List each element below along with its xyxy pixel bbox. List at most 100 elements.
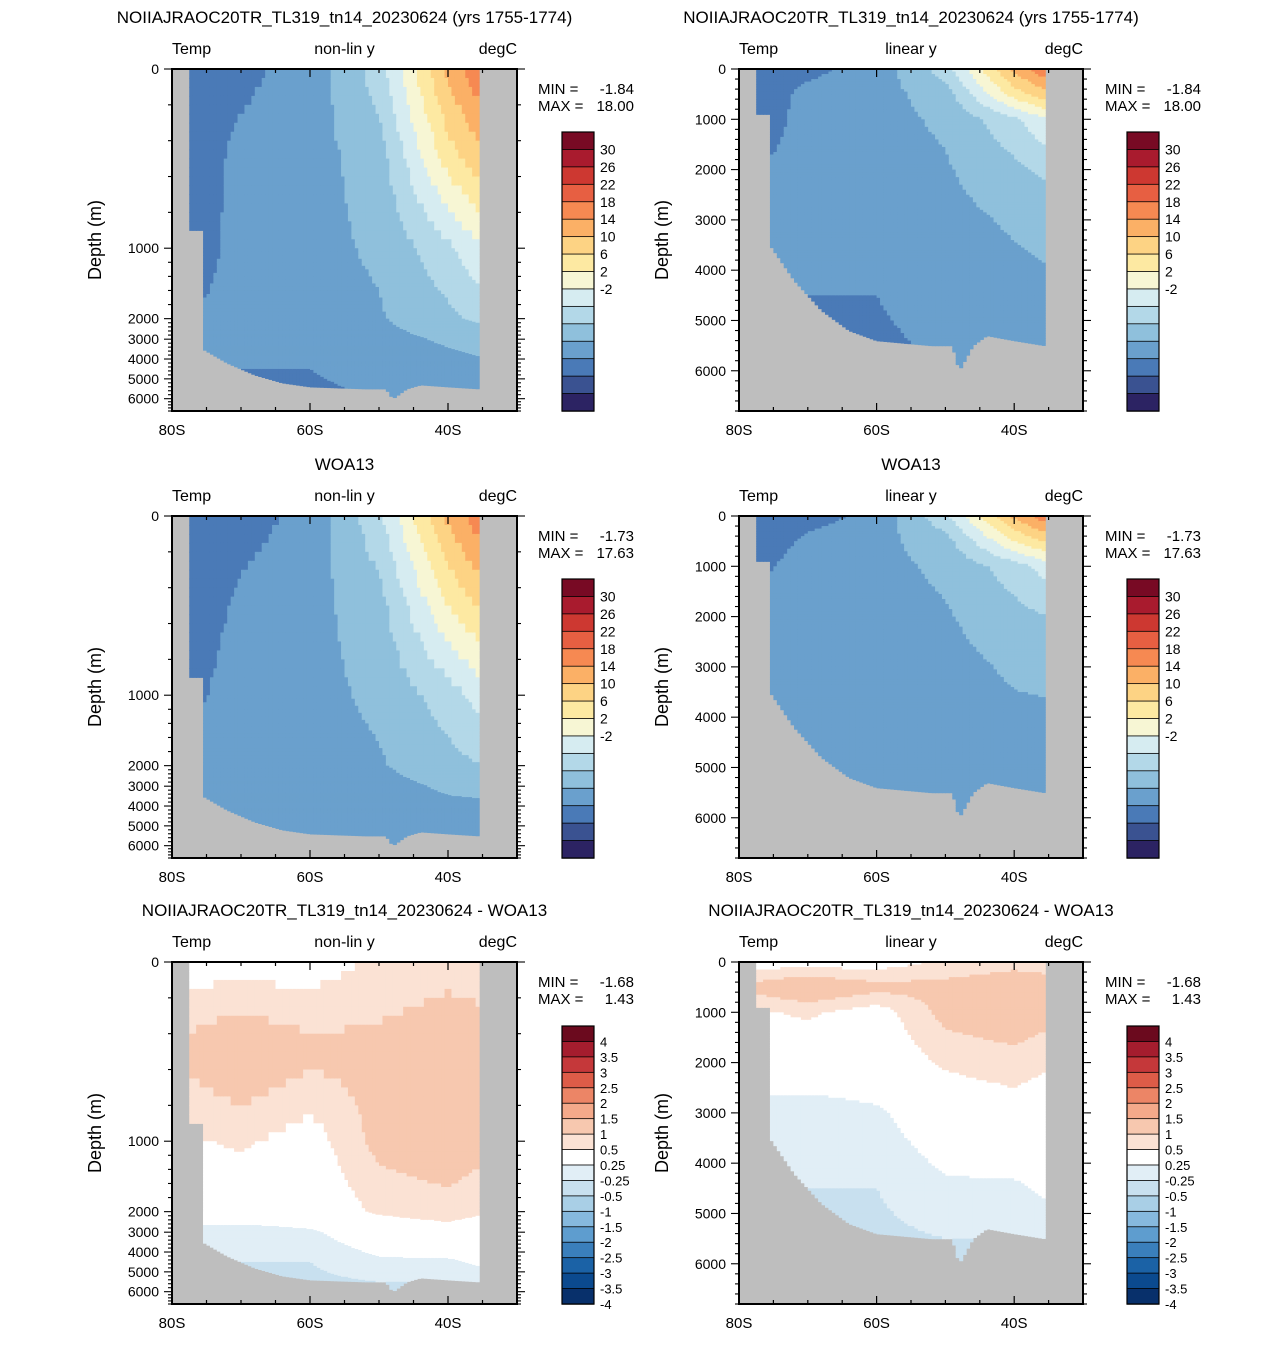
field-cell: [285, 239, 290, 249]
field-cell: [323, 294, 328, 299]
field-cell: [341, 343, 346, 345]
field-cell: [265, 308, 270, 313]
field-cell: [354, 357, 359, 359]
field-cell: [316, 370, 321, 373]
field-cell: [268, 344, 273, 346]
field-cell: [292, 343, 297, 345]
field-cell: [341, 149, 346, 160]
field-cell: [258, 344, 263, 346]
field-cell: [292, 269, 297, 274]
field-cell: [354, 338, 359, 340]
field-cell: [344, 140, 349, 151]
field-cell: [261, 348, 266, 350]
field-cell: [206, 251, 211, 256]
field-cell: [354, 351, 359, 353]
field-cell: [310, 194, 315, 205]
field-cell: [310, 363, 315, 366]
field-cell: [254, 361, 259, 363]
field-cell: [213, 342, 218, 344]
field-cell: [341, 290, 346, 295]
field-cell: [254, 348, 259, 350]
field-cell: [272, 255, 277, 260]
field-cell: [289, 357, 294, 359]
field-cell: [241, 353, 246, 355]
field-cell: [341, 255, 346, 260]
field-cell: [341, 212, 346, 222]
field-cell: [330, 104, 335, 115]
field-cell: [285, 337, 290, 339]
field-cell: [299, 294, 304, 299]
field-cell: [278, 379, 283, 382]
field-cell: [316, 380, 321, 383]
field-cell: [358, 326, 363, 329]
field-cell: [306, 384, 311, 387]
field-cell: [282, 361, 287, 363]
field-cell: [310, 329, 315, 332]
field-cell: [241, 69, 246, 79]
field-cell: [344, 382, 349, 385]
field-cell: [310, 366, 315, 369]
field-cell: [251, 363, 256, 366]
field-cell: [306, 360, 311, 362]
field-cell: [323, 327, 328, 330]
field-cell: [365, 248, 370, 253]
field-cell: [341, 203, 346, 213]
field-cell: [285, 325, 290, 328]
field-cell: [261, 329, 266, 332]
field-cell: [299, 239, 304, 249]
field-cell: [199, 212, 204, 222]
field-cell: [334, 383, 339, 386]
field-cell: [196, 140, 201, 151]
field-cell: [358, 335, 363, 337]
field-cell: [272, 375, 277, 378]
field-cell: [316, 304, 321, 309]
field-cell: [296, 294, 301, 299]
field-cell: [320, 343, 325, 345]
field-cell: [347, 344, 352, 346]
field-cell: [244, 324, 249, 327]
field-cell: [272, 283, 277, 288]
field-cell: [265, 321, 270, 324]
field-cell: [292, 377, 297, 380]
field-cell: [365, 381, 370, 384]
field-cell: [306, 335, 311, 337]
field-cell: [313, 104, 318, 115]
field-cell: [275, 346, 280, 348]
field-cell: [292, 381, 297, 384]
field-cell: [361, 304, 366, 309]
field-cell: [244, 321, 249, 324]
field-cell: [330, 385, 335, 388]
field-cell: [265, 365, 270, 368]
field-cell: [213, 95, 218, 106]
field-cell: [278, 265, 283, 270]
field-cell: [216, 343, 221, 345]
field-cell: [320, 283, 325, 288]
field-cell: [272, 361, 277, 364]
field-cell: [289, 104, 294, 115]
field-cell: [244, 333, 249, 335]
field-cell: [337, 364, 342, 367]
field-cell: [337, 113, 342, 124]
field-cell: [251, 370, 256, 373]
field-cell: [344, 374, 349, 377]
field-cell: [368, 340, 373, 342]
field-cell: [310, 269, 315, 274]
field-cell: [230, 319, 235, 322]
field-cell: [351, 323, 356, 326]
field-cell: [320, 248, 325, 253]
field-cell: [358, 230, 363, 240]
field-cell: [323, 328, 328, 331]
field-cell: [361, 349, 366, 351]
field-cell: [337, 360, 342, 362]
field-cell: [327, 329, 332, 332]
field-cell: [337, 380, 342, 383]
field-cell: [313, 385, 318, 388]
field-cell: [303, 185, 308, 196]
field-cell: [237, 251, 242, 256]
field-cell: [223, 185, 228, 196]
field-cell: [334, 371, 339, 374]
field-cell: [323, 330, 328, 333]
field-cell: [337, 378, 342, 381]
field-cell: [316, 131, 321, 142]
field-cell: [327, 381, 332, 384]
